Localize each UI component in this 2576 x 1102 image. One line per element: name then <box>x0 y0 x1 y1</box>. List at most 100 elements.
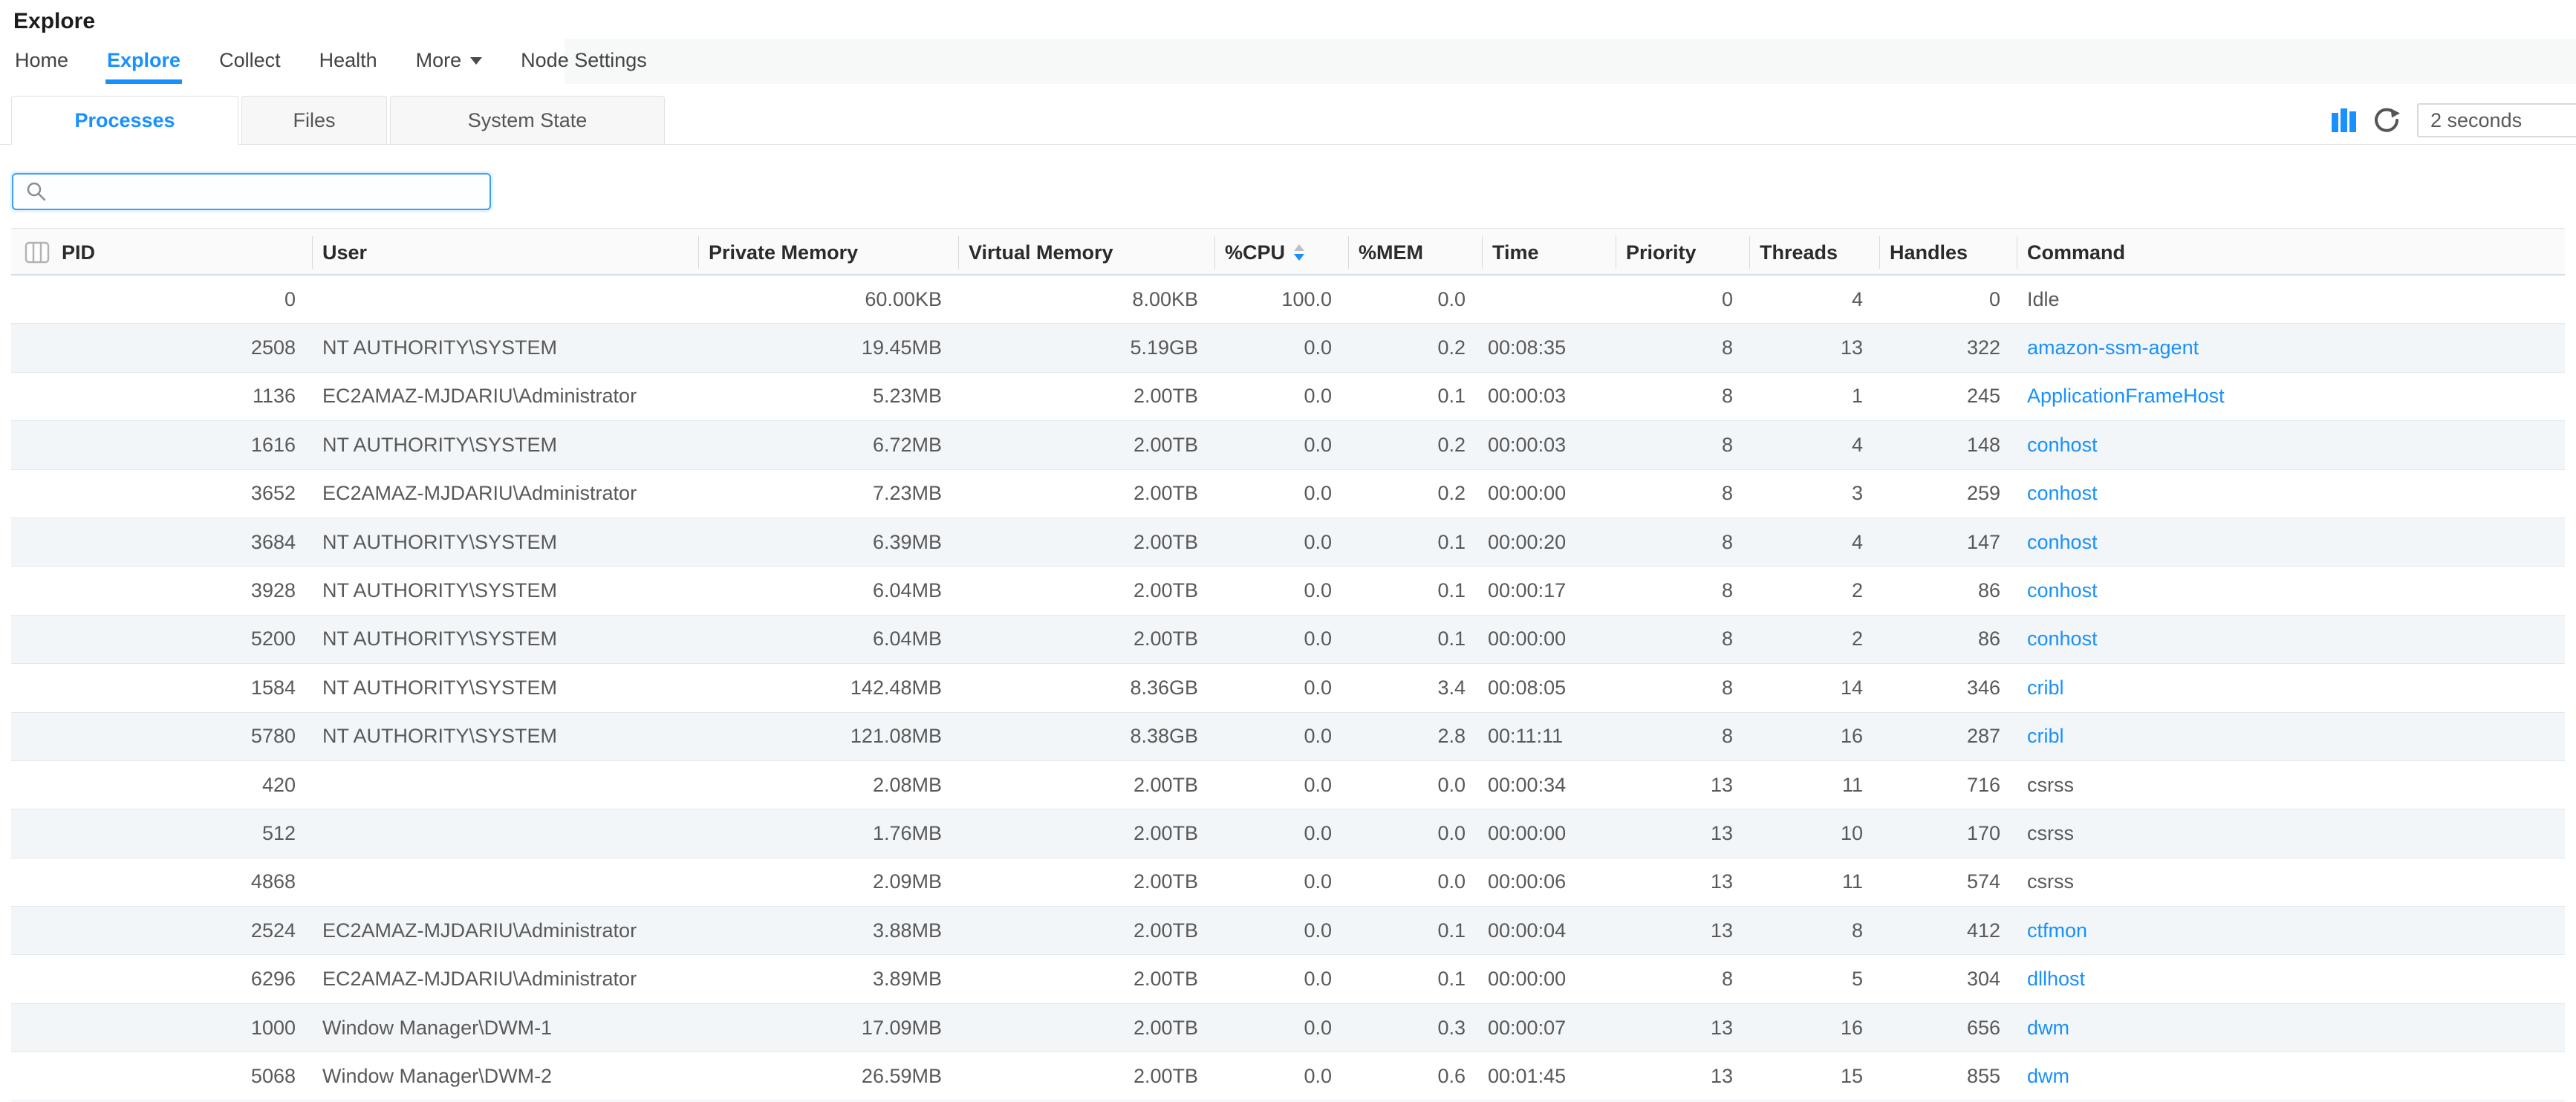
command-text: csrss <box>2027 773 2074 796</box>
refresh-interval-select[interactable]: 2 seconds <box>2417 103 2576 137</box>
command-link[interactable]: dwm <box>2027 1064 2070 1087</box>
cell-pid: 2524 <box>250 919 296 942</box>
cell-pid: 5780 <box>250 725 296 748</box>
cell-pid: 420 <box>261 773 296 796</box>
command-link[interactable]: conhost <box>2027 530 2098 553</box>
table-row[interactable]: 420 2.08MB 2.00TB 0.0 0.0 00:00:34 13 11 716 csrs… <box>11 760 2565 810</box>
cell-pid: 1584 <box>250 676 296 699</box>
table-row[interactable]: 1584 NT AUTHORITY\SYSTEM 142.48MB 8.36GB 0.0… <box>11 664 2565 713</box>
cell-private_memory: 3.88MB <box>872 919 942 942</box>
table-row[interactable]: 5780 NT AUTHORITY\SYSTEM 121.08MB 8.38GB 0.0… <box>11 712 2565 761</box>
nav-item-health[interactable]: Health <box>318 49 379 84</box>
nav-item-label: Explore <box>107 49 181 71</box>
cell-command: dwm <box>2017 1065 2565 1088</box>
command-link[interactable]: cribl <box>2027 676 2064 699</box>
column-header-priority[interactable]: Priority <box>1616 229 1749 276</box>
command-link[interactable]: ctfmon <box>2027 919 2088 942</box>
command-link[interactable]: conhost <box>2027 627 2098 651</box>
column-header-label: PID <box>62 241 96 264</box>
cell-private_memory: 5.23MB <box>872 385 942 408</box>
column-header-command[interactable]: Command <box>2017 229 2565 276</box>
table-row[interactable]: 512 1.76MB 2.00TB 0.0 0.0 00:00:00 13 10 170 csrs… <box>11 809 2565 858</box>
cell-priority: 8 <box>1721 482 1733 505</box>
table-row[interactable]: 6296 EC2AMAZ-MJDARIU\Administrator 3.89MB 2… <box>11 955 2565 1004</box>
command-link[interactable]: conhost <box>2027 433 2098 456</box>
table-body: 0 60.00KB 8.00KB 100.0 0.0 0 4 0 Idle 2508 NT AUTH… <box>11 276 2565 1101</box>
table-row[interactable]: 0 60.00KB 8.00KB 100.0 0.0 0 4 0 Idle <box>11 276 2565 325</box>
cell-priority: 13 <box>1710 1064 1733 1087</box>
cell-threads: 15 <box>1840 1064 1863 1087</box>
table-toolbar: 2 seconds <box>2331 103 2576 137</box>
nav-item-explore[interactable]: Explore <box>105 49 183 84</box>
cell-virtual_memory: 8.00KB <box>1132 287 1198 310</box>
sort-up-icon <box>1294 244 1305 251</box>
table-row[interactable]: 4868 2.09MB 2.00TB 0.0 0.0 00:00:06 13 11 574 csr… <box>11 858 2565 907</box>
nav-item-node-settings[interactable]: Node Settings <box>519 49 648 84</box>
command-link[interactable]: amazon-ssm-agent <box>2027 336 2199 359</box>
column-header-mem[interactable]: %MEM <box>1348 229 1482 276</box>
column-header-pid[interactable]: PID <box>11 229 312 276</box>
cell-threads: 5 <box>1851 968 1863 991</box>
tab-system-state[interactable]: System State <box>390 96 665 145</box>
nav-item-home[interactable]: Home <box>13 49 70 84</box>
cell-priority: 8 <box>1721 968 1733 991</box>
cell-virtual_memory: 2.00TB <box>1133 579 1198 602</box>
table-row[interactable]: 5068 Window Manager\DWM-2 26.59MB 2.00TB 0.0… <box>11 1052 2565 1101</box>
command-link[interactable]: conhost <box>2027 482 2098 505</box>
column-header-cpu[interactable]: %CPU <box>1214 229 1348 276</box>
refresh-icon[interactable] <box>2372 106 2401 134</box>
cell-user: NT AUTHORITY\SYSTEM <box>322 676 558 699</box>
cell-handles: 147 <box>1966 530 2000 553</box>
cell-private_memory: 19.45MB <box>861 336 942 359</box>
tab-processes[interactable]: Processes <box>11 96 238 145</box>
cell-pid: 3928 <box>250 579 296 602</box>
cell-priority: 8 <box>1721 385 1733 408</box>
table-row[interactable]: 5200 NT AUTHORITY\SYSTEM 6.04MB 2.00TB 0.0 0.… <box>11 615 2565 665</box>
table-row[interactable]: 3928 NT AUTHORITY\SYSTEM 6.04MB 2.00TB 0.0 0.… <box>11 567 2565 616</box>
column-header-handles[interactable]: Handles <box>1879 229 2017 276</box>
cell-priority: 0 <box>1721 287 1733 310</box>
cell-handles: 86 <box>1977 579 2000 602</box>
cell-command: ctfmon <box>2017 919 2565 942</box>
cell-handles: 855 <box>1966 1064 2000 1087</box>
cell-private_memory: 6.04MB <box>872 579 942 602</box>
table-row[interactable]: 3684 NT AUTHORITY\SYSTEM 6.39MB 2.00TB 0.0 0.… <box>11 518 2565 567</box>
table-row[interactable]: 3652 EC2AMAZ-MJDARIU\Administrator 7.23MB 2… <box>11 469 2565 518</box>
table-row[interactable]: 1616 NT AUTHORITY\SYSTEM 6.72MB 2.00TB 0.0 0.… <box>11 421 2565 470</box>
column-header-user[interactable]: User <box>312 229 698 276</box>
column-header-label: Private Memory <box>709 241 859 264</box>
cell-pid: 1136 <box>252 385 296 408</box>
command-link[interactable]: dllhost <box>2027 968 2086 991</box>
command-link[interactable]: ApplicationFrameHost <box>2027 385 2225 408</box>
cell-command: Idle <box>2017 288 2565 311</box>
cell-private_memory: 60.00KB <box>865 287 942 310</box>
column-header-label: User <box>322 241 368 264</box>
column-header-label: Handles <box>1890 241 1968 264</box>
cell-mem: 0.6 <box>1437 1064 1466 1087</box>
bar-chart-icon[interactable] <box>2331 107 2356 134</box>
cell-handles: 259 <box>1966 482 2000 505</box>
command-link[interactable]: conhost <box>2027 579 2098 602</box>
cell-time: 00:00:03 <box>1488 385 1567 408</box>
command-link[interactable]: cribl <box>2027 725 2064 748</box>
nav-item-collect[interactable]: Collect <box>218 49 282 84</box>
table-row[interactable]: 2524 EC2AMAZ-MJDARIU\Administrator 3.88MB 2… <box>11 907 2565 956</box>
column-header-threads[interactable]: Threads <box>1749 229 1879 276</box>
columns-icon[interactable] <box>25 240 50 265</box>
nav-item-more[interactable]: More <box>414 49 484 84</box>
cell-threads: 1 <box>1851 385 1863 408</box>
column-header-time[interactable]: Time <box>1482 229 1616 276</box>
column-header-private_memory[interactable]: Private Memory <box>698 229 958 276</box>
command-link[interactable]: dwm <box>2027 1016 2070 1039</box>
cell-command: conhost <box>2017 579 2565 602</box>
search-input[interactable] <box>56 180 489 203</box>
table-row[interactable]: 1136 EC2AMAZ-MJDARIU\Administrator 5.23MB 2… <box>11 372 2565 422</box>
cell-user: EC2AMAZ-MJDARIU\Administrator <box>322 385 637 408</box>
nav-item-label: Node Settings <box>521 49 647 71</box>
cell-private_memory: 2.08MB <box>872 773 942 796</box>
tab-files[interactable]: Files <box>241 96 387 145</box>
table-row[interactable]: 2508 NT AUTHORITY\SYSTEM 19.45MB 5.19GB 0.0 0… <box>11 324 2565 373</box>
table-row[interactable]: 1000 Window Manager\DWM-1 17.09MB 2.00TB 0.0… <box>11 1003 2565 1053</box>
column-header-virtual_memory[interactable]: Virtual Memory <box>958 229 1214 276</box>
cell-private_memory: 1.76MB <box>872 821 942 844</box>
